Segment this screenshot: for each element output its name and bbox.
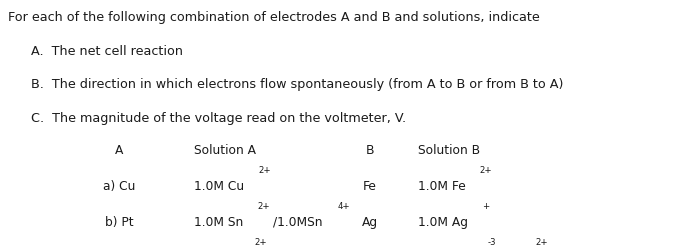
Text: a) Cu: a) Cu (103, 180, 135, 193)
Text: 1.0M Ag: 1.0M Ag (418, 216, 468, 229)
Text: 1.0M Fe: 1.0M Fe (418, 180, 465, 193)
Text: For each of the following combination of electrodes A and B and solutions, indic: For each of the following combination of… (8, 11, 540, 24)
Text: Solution B: Solution B (418, 144, 479, 157)
Text: B: B (366, 144, 374, 157)
Text: A.  The net cell reaction: A. The net cell reaction (31, 45, 183, 58)
Text: Ag: Ag (362, 216, 378, 229)
Text: Solution A: Solution A (194, 144, 255, 157)
Text: 1.0M Sn: 1.0M Sn (194, 216, 243, 229)
Text: 4+: 4+ (337, 202, 350, 211)
Text: 2+: 2+ (258, 166, 271, 175)
Text: b) Pt: b) Pt (105, 216, 133, 229)
Text: 1.0M Cu: 1.0M Cu (194, 180, 244, 193)
Text: +: + (482, 202, 490, 211)
Text: B.  The direction in which electrons flow spontaneously (from A to B or from B t: B. The direction in which electrons flow… (31, 78, 563, 91)
Text: Fe: Fe (363, 180, 377, 193)
Text: 2+: 2+ (257, 202, 270, 211)
Text: C.  The magnitude of the voltage read on the voltmeter, V.: C. The magnitude of the voltage read on … (31, 112, 405, 124)
Text: -3: -3 (488, 238, 496, 247)
Text: 2+: 2+ (254, 238, 267, 247)
Text: 2+: 2+ (535, 238, 548, 247)
Text: 2+: 2+ (479, 166, 492, 175)
Text: A: A (115, 144, 123, 157)
Text: /1.0MSn: /1.0MSn (274, 216, 323, 229)
